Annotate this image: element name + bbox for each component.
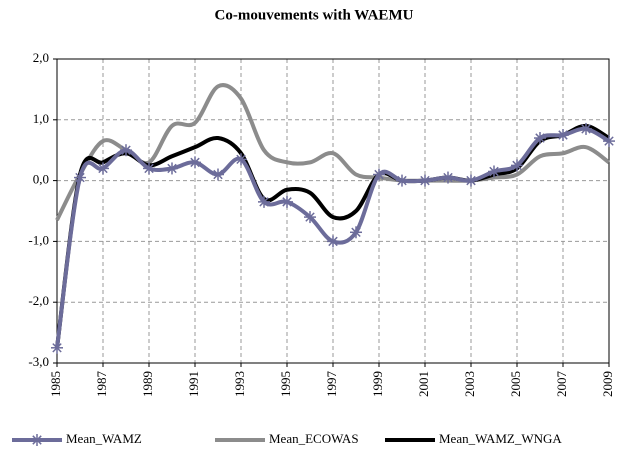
x-tick-label: 2007	[554, 371, 569, 398]
marker	[74, 171, 86, 184]
x-tick-label: 1985	[48, 371, 63, 397]
marker-stroke	[512, 160, 522, 171]
marker-stroke	[75, 172, 85, 183]
marker-stroke	[236, 154, 246, 165]
marker-stroke	[190, 157, 200, 168]
marker-stroke	[52, 343, 62, 353]
marker	[373, 168, 385, 181]
marker	[396, 174, 408, 187]
marker	[511, 159, 523, 172]
x-tick-label: 2003	[462, 371, 477, 397]
y-tick-label: -2,0	[28, 293, 49, 308]
x-tick-label: 1987	[94, 371, 109, 398]
marker-stroke	[397, 175, 407, 186]
marker	[557, 129, 569, 141]
marker-stroke	[489, 166, 499, 177]
marker	[143, 162, 155, 175]
marker-stroke	[144, 163, 154, 174]
x-tick-label: 2001	[416, 371, 431, 397]
legend-label: Mean_ECOWAS	[269, 431, 359, 446]
marker	[281, 195, 293, 208]
marker-stroke	[466, 175, 476, 186]
legend-marker	[31, 434, 43, 446]
x-tick-label: 1999	[370, 371, 385, 397]
y-tick-label: 0,0	[33, 172, 49, 187]
chart-title: Co-mouvements with WAEMU	[215, 7, 414, 23]
y-tick-label: -1,0	[28, 232, 49, 247]
marker	[258, 195, 270, 208]
y-tick-label: 2,0	[33, 50, 49, 65]
plot-border	[56, 58, 610, 364]
series-line	[55, 83, 611, 222]
marker-stroke	[535, 133, 545, 143]
marker	[580, 122, 592, 135]
x-tick-label: 1989	[140, 371, 155, 397]
x-tick-label: 1995	[278, 371, 293, 397]
marker	[51, 341, 63, 354]
marker-stroke	[420, 175, 430, 186]
marker	[212, 168, 224, 181]
marker-stroke	[98, 163, 108, 174]
marker	[304, 211, 316, 224]
marker	[235, 153, 247, 166]
y-tick-label: -3,0	[28, 354, 49, 369]
marker	[419, 174, 431, 187]
marker-stroke	[121, 145, 131, 155]
marker-stroke	[305, 212, 315, 222]
marker-stroke	[558, 130, 568, 140]
marker-stroke	[374, 169, 384, 180]
marker	[465, 174, 477, 187]
marker-stroke	[282, 197, 292, 207]
marker	[166, 162, 178, 175]
marker	[603, 135, 615, 148]
marker-stroke	[581, 124, 591, 134]
x-tick-label: 1997	[324, 371, 339, 398]
x-tick-label: 1991	[186, 371, 201, 397]
marker-stroke	[167, 163, 177, 174]
marker	[327, 235, 339, 248]
marker	[31, 434, 43, 446]
legend-label: Mean_WAMZ	[66, 431, 142, 446]
marker	[189, 156, 201, 169]
marker-stroke	[443, 172, 453, 183]
marker	[488, 165, 500, 178]
marker	[350, 226, 362, 239]
marker-stroke	[351, 227, 361, 238]
x-tick-label: 2009	[600, 371, 615, 397]
x-tick-label: 1993	[232, 371, 247, 397]
marker	[442, 171, 454, 184]
marker	[97, 162, 109, 175]
marker	[120, 144, 132, 157]
legend-label: Mean_WAMZ_WNGA	[439, 431, 562, 446]
marker-stroke	[213, 169, 223, 180]
x-tick-label: 2005	[508, 371, 523, 397]
marker-stroke	[604, 136, 614, 146]
marker-stroke	[259, 197, 269, 207]
y-tick-label: 1,0	[33, 111, 49, 126]
marker	[534, 132, 546, 145]
marker-stroke	[328, 236, 338, 247]
marker-stroke	[32, 435, 42, 445]
